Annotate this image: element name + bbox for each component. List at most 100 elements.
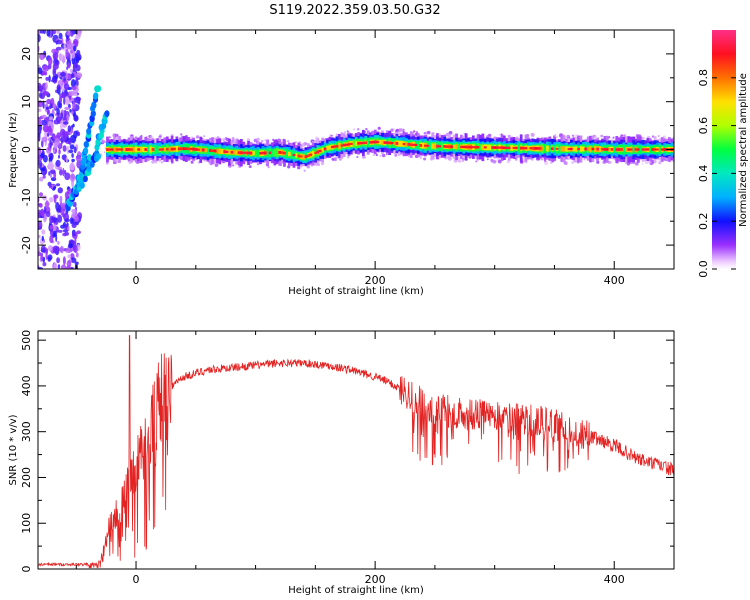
spectrogram-cell xyxy=(168,146,172,152)
spectrogram-cell xyxy=(65,48,69,58)
spectrogram-cell xyxy=(275,147,279,158)
spectrogram-cell xyxy=(481,144,485,150)
spectrogram-cell xyxy=(42,175,46,179)
spectrogram-cell xyxy=(398,128,403,132)
spectrogram-cell xyxy=(512,146,516,149)
spectrogram-cell xyxy=(522,147,525,150)
spectrogram-cell xyxy=(639,144,643,154)
spectrogram-cell xyxy=(47,161,54,171)
spectrogram-cell xyxy=(66,31,71,36)
spectrogram-cell xyxy=(211,149,215,152)
spectrogram-cell xyxy=(261,151,265,155)
spectrogram-cell xyxy=(475,160,478,163)
spectrogram-cell xyxy=(474,145,478,149)
spectrogram-cell xyxy=(242,151,246,154)
spectrogram-cell xyxy=(419,155,422,158)
spectrogram-cell xyxy=(644,148,647,151)
spectrogram-cell xyxy=(67,186,70,190)
spectrogram-cell xyxy=(328,145,332,150)
spectrogram-cell xyxy=(361,155,366,159)
spectrogram-cell xyxy=(56,107,60,116)
spectrogram-cell xyxy=(70,79,76,88)
spectrogram-cell xyxy=(600,134,604,138)
spectrogram-cell xyxy=(510,144,513,151)
spectrogram-cell xyxy=(75,64,81,72)
spectrogram-cell xyxy=(122,147,126,152)
spectrogram-cell xyxy=(260,140,263,143)
spectrogram-cell xyxy=(436,144,439,148)
spectrogram-cell xyxy=(324,138,327,140)
spectrogram-cell xyxy=(409,143,413,146)
spectrogram-cell xyxy=(57,264,61,269)
spectrogram-cell xyxy=(104,110,110,117)
spectrogram-cell xyxy=(571,161,574,164)
spectrogram-cell xyxy=(57,187,63,194)
spectrogram-cell xyxy=(490,158,494,162)
spectrogram-cell xyxy=(40,245,46,252)
spectrogram-cell xyxy=(59,245,64,254)
spectrogram-cell xyxy=(467,145,470,149)
spectrogram-cell xyxy=(338,142,341,149)
spectrogram-ytick-label: 20 xyxy=(20,47,33,61)
spectrogram-cell xyxy=(42,262,47,267)
spectrogram-cell xyxy=(53,186,56,190)
spectrogram-cell xyxy=(40,119,48,126)
spectrogram-cell xyxy=(486,158,489,161)
spectrogram-cell xyxy=(524,147,528,150)
spectrogram-cell xyxy=(47,245,53,252)
spectrogram-cell xyxy=(331,157,335,161)
spectrogram-cell xyxy=(51,216,56,221)
spectrogram-cell xyxy=(49,235,54,243)
spectrogram-cell xyxy=(68,239,75,245)
spectrogram-cell xyxy=(56,257,60,264)
spectrogram-cell xyxy=(73,114,79,122)
spectrogram-cell xyxy=(76,49,81,57)
spectrogram-cell xyxy=(350,142,353,145)
spectrogram-cell xyxy=(353,128,356,131)
spectrogram-cell xyxy=(617,148,621,151)
spectrogram-cell xyxy=(46,211,51,218)
spectrogram-cell xyxy=(295,141,297,144)
spectrogram-cell xyxy=(95,139,101,146)
spectrogram-cell xyxy=(70,257,77,264)
spectrogram-cell xyxy=(413,130,416,133)
snr-ytick-label: 0 xyxy=(20,566,33,573)
spectrogram-cell xyxy=(320,161,325,166)
spectrogram-cell xyxy=(329,134,332,138)
spectrogram-cell xyxy=(457,159,462,163)
spectrogram-cell xyxy=(558,144,561,154)
spectrogram-cell xyxy=(567,148,571,151)
spectrogram-cell xyxy=(609,161,612,164)
spectrogram-cell xyxy=(41,167,45,171)
spectrogram-cell xyxy=(394,153,398,157)
spectrogram-cell xyxy=(222,138,226,142)
spectrogram-cell xyxy=(596,147,600,151)
spectrogram-cell xyxy=(493,146,497,150)
spectrogram-cell xyxy=(555,135,559,139)
spectrogram-cell xyxy=(423,157,427,161)
spectrogram-cell xyxy=(287,151,291,157)
spectrogram-cell xyxy=(72,101,76,110)
spectrogram-cell xyxy=(297,154,301,158)
spectrogram-cell xyxy=(60,112,63,119)
spectrogram-cell xyxy=(55,46,62,51)
chart-title: S119.2022.359.03.50.G32 xyxy=(269,3,440,18)
spectrogram-cell xyxy=(58,204,62,213)
spectrogram-cell xyxy=(63,110,67,117)
spectrogram-cell xyxy=(660,148,664,151)
spectrogram-cell xyxy=(77,96,81,105)
spectrogram-cell xyxy=(571,134,575,137)
spectrogram-cell xyxy=(92,92,99,100)
spectrogram-cell xyxy=(40,166,48,176)
spectrogram-cell xyxy=(244,151,248,155)
spectrogram-cell xyxy=(51,30,57,35)
spectrogram-cell xyxy=(86,154,92,161)
spectrogram-cell xyxy=(494,160,497,163)
spectrogram-cell xyxy=(71,86,77,91)
spectrogram-cell xyxy=(69,30,75,37)
snr-ytick-label: 500 xyxy=(20,330,33,351)
spectrogram-cell xyxy=(278,150,282,154)
spectrogram-cell xyxy=(622,144,626,155)
spectrogram-cell xyxy=(67,254,71,259)
